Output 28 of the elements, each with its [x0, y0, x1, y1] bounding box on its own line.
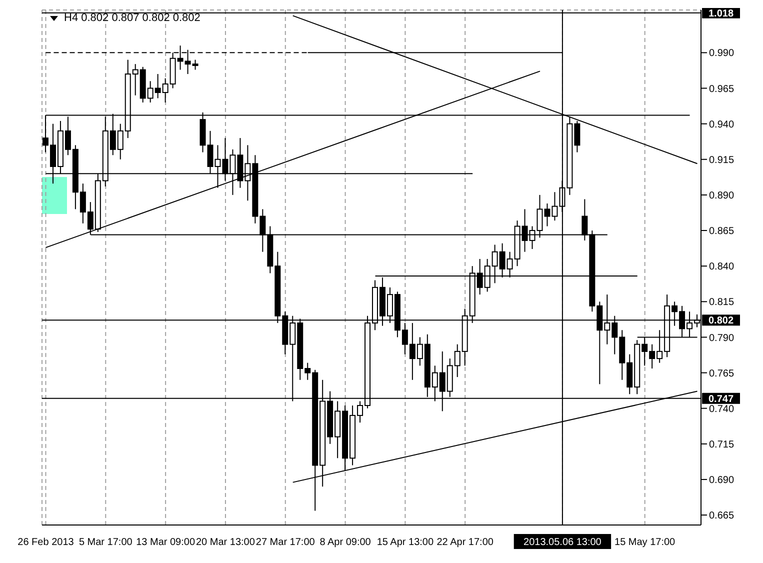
ref-line-label: 0.802 [708, 316, 734, 327]
x-tick-label: 8 Apr 09:00 [320, 537, 372, 548]
x-tick-label: 5 Mar 17:00 [78, 537, 133, 548]
y-tick-label: 0.915 [709, 154, 734, 166]
x-tick-label: 22 Apr 17:00 [436, 537, 494, 548]
y-tick-label: 0.840 [709, 262, 734, 273]
y-tick-label: 0.815 [709, 297, 734, 308]
x-tick-label: 20 Mar 13:00 [196, 537, 256, 548]
y-tick-label: 0.665 [709, 510, 734, 522]
x-tick-label: 15 May 17:00 [614, 537, 676, 548]
x-tick-label: 27 Mar 17:00 [256, 537, 316, 548]
ref-line-label: 1.018 [708, 8, 734, 20]
y-tick-label: 0.715 [709, 439, 734, 450]
y-tick-label: 0.740 [709, 404, 734, 415]
x-tick-label: 13 Mar 09:00 [136, 537, 196, 548]
y-tick-label: 0.790 [709, 332, 734, 344]
y-tick-label: 0.690 [709, 475, 734, 486]
x-tick-label: 15 Apr 13:00 [376, 537, 434, 548]
ref-line-label: 0.747 [708, 394, 734, 405]
y-tick-label: 0.765 [709, 368, 734, 380]
y-tick-label: 0.940 [709, 119, 734, 130]
y-tick-label: 0.890 [709, 190, 734, 202]
chart-title: H4 0.802 0.807 0.802 0.802 [64, 12, 200, 24]
x-tick-label: 26 Feb 2013 [18, 537, 74, 548]
y-tick-label: 0.990 [709, 48, 734, 60]
y-tick-label: 0.865 [709, 226, 734, 238]
x-tick-label: 2013.05.06 13:00 [524, 537, 602, 548]
y-tick-label: 0.965 [709, 84, 734, 95]
